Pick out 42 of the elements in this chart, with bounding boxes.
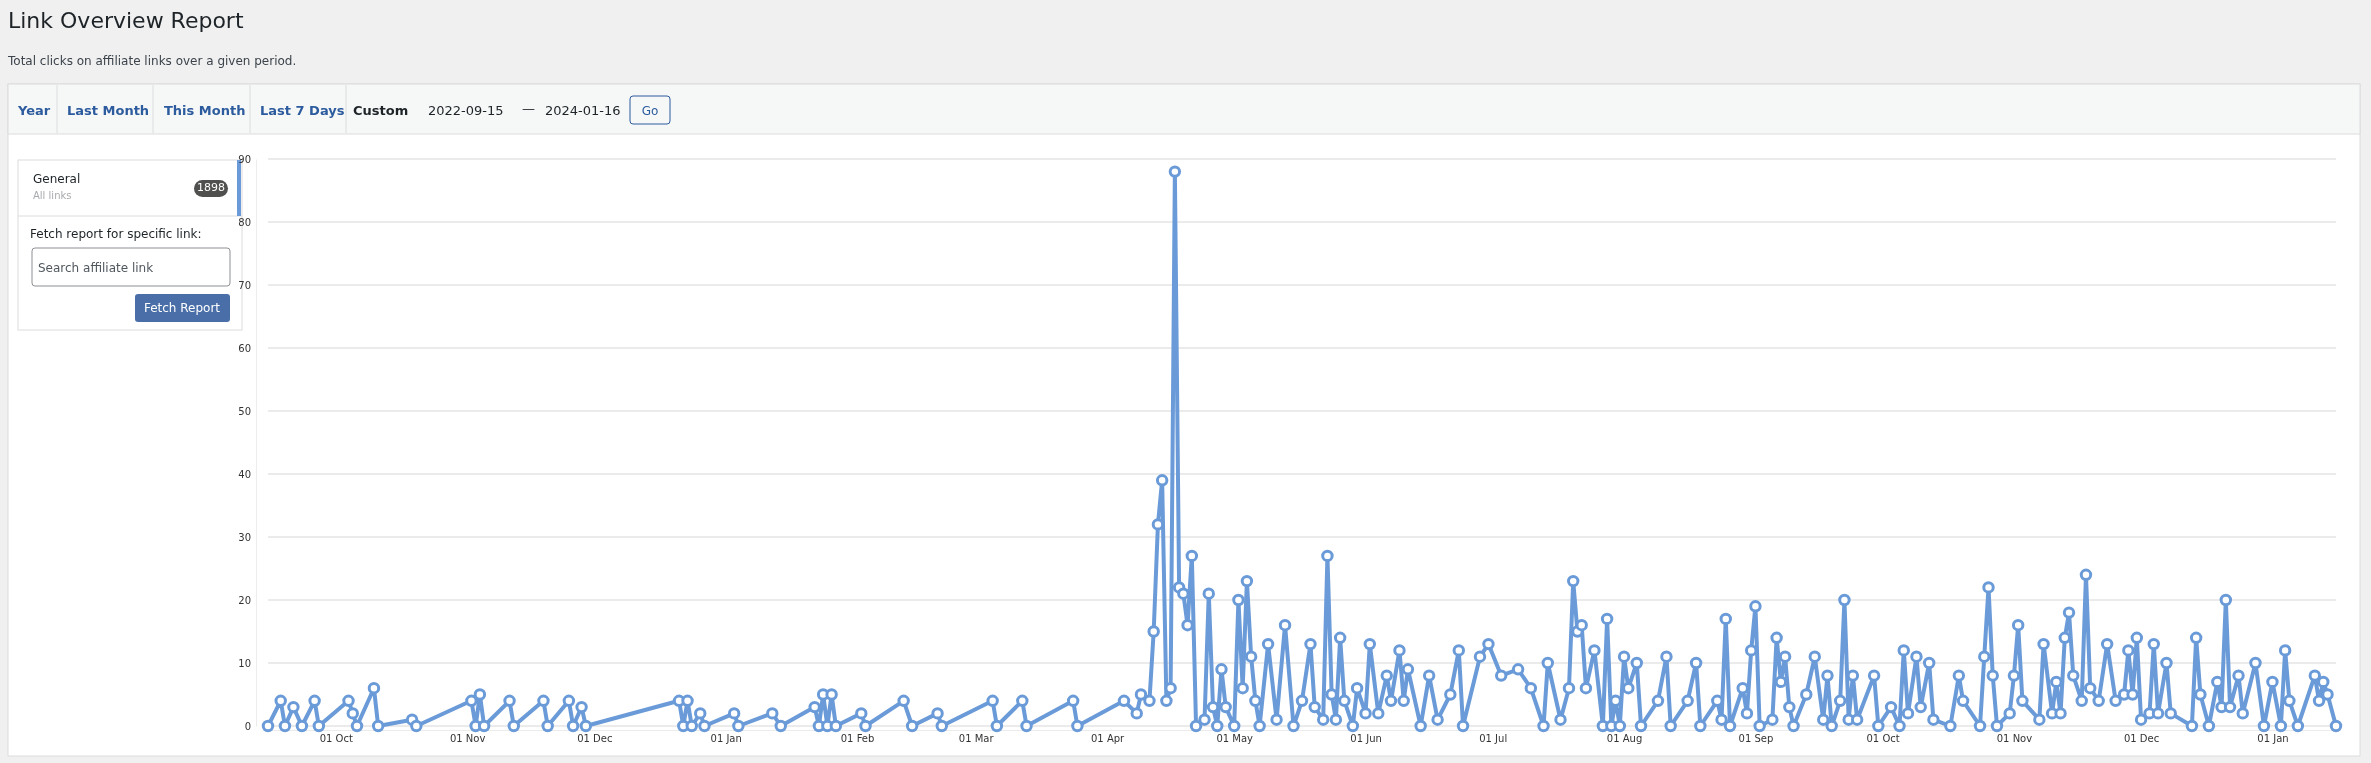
- y-tick-label: 90: [238, 153, 251, 165]
- chart-title: Link Overview Report: [8, 8, 244, 33]
- fetch-report-button: Fetch Report: [135, 294, 230, 322]
- text: Fetch report for specific link:: [30, 227, 202, 241]
- text: General: [33, 172, 81, 186]
- x-tick-label: 01 Apr: [1090, 733, 1126, 744]
- text: Custom: [353, 103, 409, 118]
- x-tick-label: 01 Jul: [1479, 733, 1508, 744]
- x-tick-label: 01 May: [1216, 733, 1254, 744]
- text: Year: [17, 103, 51, 118]
- x-tick-label: 01 Nov: [449, 733, 486, 744]
- text: Total clicks on affiliate links over a given period.: [7, 54, 297, 68]
- x-tick-label: 01 Jan: [2257, 733, 2289, 744]
- x-tick-label: 01 Jun: [1350, 733, 1382, 744]
- y-tick-label: 60: [238, 342, 251, 354]
- y-tick-label: 30: [238, 531, 251, 543]
- y-tick-label: 50: [238, 405, 251, 417]
- x-tick-label: 01 Oct: [1866, 733, 1900, 744]
- text: —: [522, 101, 535, 116]
- text: This Month: [164, 103, 246, 118]
- y-tick-label: 80: [238, 216, 251, 228]
- y-tick-label: 20: [238, 594, 251, 606]
- y-tick-label: 0: [244, 720, 251, 732]
- text: Last 7 Days: [260, 103, 345, 118]
- y-tick-label: 70: [238, 279, 251, 291]
- text: 2022-09-15: [428, 103, 504, 118]
- x-tick-label: 01 Dec: [577, 733, 613, 744]
- x-tick-label: 01 Aug: [1606, 733, 1643, 744]
- y-tick-label: 10: [238, 657, 251, 669]
- x-tick-label: 01 Feb: [840, 733, 875, 744]
- x-tick-label: 01 Mar: [958, 733, 995, 744]
- x-tick-label: 01 Nov: [1996, 733, 2033, 744]
- text: Last Month: [67, 103, 150, 118]
- y-tick-label: 40: [238, 468, 251, 480]
- search-field: Search affiliate link: [31, 247, 231, 287]
- text: All links: [33, 190, 72, 201]
- go-button: Go: [629, 95, 671, 125]
- x-tick-label: 01 Dec: [2123, 733, 2160, 744]
- x-tick-label: 01 Sep: [1738, 733, 1774, 744]
- x-tick-label: 01 Oct: [319, 733, 353, 744]
- x-tick-label: 01 Jan: [710, 733, 742, 744]
- text: 2024-01-16: [545, 103, 621, 118]
